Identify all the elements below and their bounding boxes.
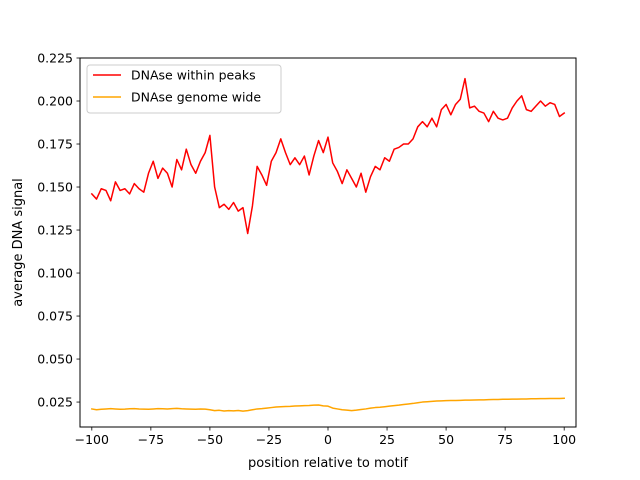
y-tick-label: 0.075: [37, 309, 73, 324]
x-tick-label: −25: [256, 432, 282, 447]
y-tick-label: 0.225: [37, 51, 73, 66]
x-tick-label: 0: [324, 432, 332, 447]
series-layer: [90, 77, 566, 412]
x-tick-label: 75: [497, 432, 513, 447]
legend-box: [86, 64, 282, 114]
legend: DNAse within peaks DNAse genome wide: [86, 64, 282, 114]
x-axis: −100 −75 −50 −25 0 25 50 75 100: [75, 427, 576, 447]
y-tick-label: 0.025: [37, 395, 73, 410]
x-tick-label: 50: [438, 432, 454, 447]
y-axis: 0.025 0.050 0.075 0.100 0.125 0.150 0.175 0.200…: [37, 51, 80, 410]
legend-label-within-peaks: DNAse within peaks: [131, 68, 256, 83]
series-line-genome-wide: [90, 397, 565, 412]
series-line-within-peaks: [90, 77, 566, 235]
x-tick-label: 25: [379, 432, 395, 447]
y-tick-label: 0.050: [37, 352, 73, 367]
axes-background: [80, 58, 576, 427]
y-tick-label: 0.150: [37, 180, 73, 195]
y-tick-label: 0.200: [37, 94, 73, 109]
y-tick-label: 0.125: [37, 223, 73, 238]
x-axis-label: position relative to motif: [248, 456, 408, 471]
y-axis-label: average DNA signal: [11, 178, 26, 307]
x-tick-label: −50: [197, 432, 223, 447]
y-tick-label: 0.175: [37, 137, 73, 152]
y-tick-label: 0.100: [37, 266, 73, 281]
x-tick-label: −100: [75, 432, 109, 447]
x-tick-label: 100: [552, 432, 576, 447]
plot-area: [79, 57, 577, 428]
x-tick-label: −75: [138, 432, 164, 447]
legend-label-genome-wide: DNAse genome wide: [131, 90, 261, 105]
